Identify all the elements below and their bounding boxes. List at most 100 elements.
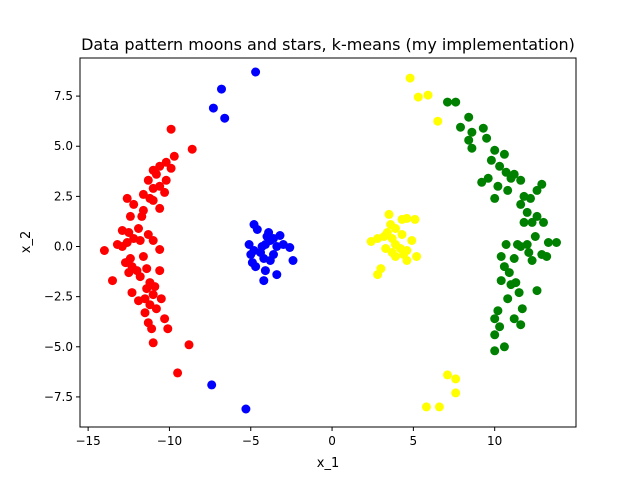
cluster-3-point xyxy=(514,288,524,298)
cluster-0-point xyxy=(148,236,158,245)
cluster-3-point xyxy=(495,322,505,332)
cluster-0-point xyxy=(166,163,176,173)
cluster-0-point xyxy=(138,189,148,199)
cluster-3-point xyxy=(516,242,526,251)
cluster-3-point xyxy=(499,262,509,272)
cluster-0-point xyxy=(142,264,152,274)
cluster-1-point xyxy=(244,240,254,249)
cluster-3-point xyxy=(509,254,519,263)
cluster-0-point xyxy=(122,193,132,203)
cluster-2-point xyxy=(381,244,391,253)
x-tick-label: −15 xyxy=(75,434,100,448)
cluster-2-point xyxy=(384,209,394,219)
y-tick-label: 2.5 xyxy=(54,189,73,203)
cluster-3-point xyxy=(443,97,452,107)
cluster-0-point xyxy=(145,300,155,310)
cluster-3-point xyxy=(478,123,488,133)
cluster-3-point xyxy=(490,330,500,340)
cluster-1-point xyxy=(259,276,269,286)
cluster-0-point xyxy=(129,199,139,209)
cluster-2-point xyxy=(410,214,420,224)
cluster-0-point xyxy=(134,296,143,306)
x-tick-label: −10 xyxy=(157,434,182,448)
chart-title: Data pattern moons and stars, k-means (m… xyxy=(81,35,575,54)
cluster-3-point xyxy=(537,179,547,189)
cluster-0-point xyxy=(99,246,109,255)
cluster-3-point xyxy=(467,127,477,137)
cluster-3-point xyxy=(467,143,477,153)
cluster-1-point xyxy=(288,256,298,265)
cluster-3-point xyxy=(477,177,487,187)
cluster-3-point xyxy=(486,155,496,165)
y-tick-label: −2.5 xyxy=(44,290,73,304)
x-axis-label: x_1 xyxy=(317,456,339,471)
axis-ticks: −15 −10 −5 0 5 10 −7.5 −5.0 −2.5 0.0 2.5 5.0 7.5 xyxy=(44,89,502,448)
cluster-0-point xyxy=(156,294,166,304)
cluster-3-point xyxy=(464,135,474,145)
cluster-3-point xyxy=(499,149,509,159)
cluster-3-point xyxy=(526,193,535,203)
y-axis-label: x_2 xyxy=(19,231,34,253)
cluster-0-point xyxy=(121,258,130,268)
cluster-3-point xyxy=(522,207,532,217)
cluster-0-point xyxy=(142,284,152,294)
x-tick-label: 5 xyxy=(410,434,418,448)
cluster-1-point xyxy=(217,84,226,94)
cluster-3-point xyxy=(490,145,500,155)
cluster-3-point xyxy=(516,199,526,209)
cluster-3-point xyxy=(527,217,537,227)
cluster-3-point xyxy=(503,294,513,304)
cluster-3-point xyxy=(524,248,534,257)
cluster-0-point xyxy=(150,282,160,292)
cluster-1-point xyxy=(220,113,230,123)
cluster-3-point xyxy=(483,173,493,183)
cluster-2-point xyxy=(412,252,422,261)
cluster-3-point xyxy=(503,185,513,195)
cluster-3-point xyxy=(539,217,548,227)
cluster-3-point xyxy=(451,97,461,107)
cluster-1-point xyxy=(265,256,275,265)
cluster-2-point xyxy=(423,90,433,100)
cluster-2-point xyxy=(373,270,383,280)
cluster-3-point xyxy=(495,161,505,171)
cluster-0-point xyxy=(138,252,148,261)
cluster-3-point xyxy=(527,256,537,265)
cluster-3-point xyxy=(517,304,527,314)
cluster-2-point xyxy=(402,256,412,265)
x-tick-label: 10 xyxy=(487,434,502,448)
cluster-1-point xyxy=(272,270,282,280)
cluster-0-point xyxy=(127,288,137,298)
cluster-0-point xyxy=(173,368,183,378)
cluster-0-point xyxy=(137,211,147,221)
cluster-0-point xyxy=(143,230,153,239)
cluster-0-point xyxy=(148,338,158,348)
cluster-0-point xyxy=(155,161,165,171)
cluster-2-point xyxy=(421,402,431,412)
cluster-3-point xyxy=(456,122,465,132)
plot-frame xyxy=(79,57,577,428)
cluster-0-point xyxy=(163,324,173,334)
cluster-0-point xyxy=(143,175,153,185)
cluster-3-point xyxy=(543,238,553,247)
cluster-3-point xyxy=(501,240,511,249)
cluster-3-point xyxy=(532,286,542,296)
cluster-2-point xyxy=(433,116,443,126)
cluster-3-point xyxy=(464,112,474,122)
cluster-0-point xyxy=(108,276,117,286)
cluster-3-point xyxy=(490,314,500,324)
cluster-2-point xyxy=(451,374,461,384)
cluster-0-point xyxy=(117,242,127,251)
cluster-2-point xyxy=(391,224,400,233)
cluster-0-point xyxy=(155,245,165,254)
cluster-0-point xyxy=(166,124,176,134)
data-points xyxy=(99,67,561,414)
cluster-0-point xyxy=(125,211,135,221)
cluster-0-point xyxy=(148,290,158,300)
cluster-2-point xyxy=(402,213,412,223)
cluster-0-point xyxy=(161,157,171,167)
cluster-3-point xyxy=(490,346,500,356)
cluster-0-point xyxy=(155,203,165,213)
cluster-2-point xyxy=(443,370,452,380)
y-tick-label: −7.5 xyxy=(44,390,73,404)
